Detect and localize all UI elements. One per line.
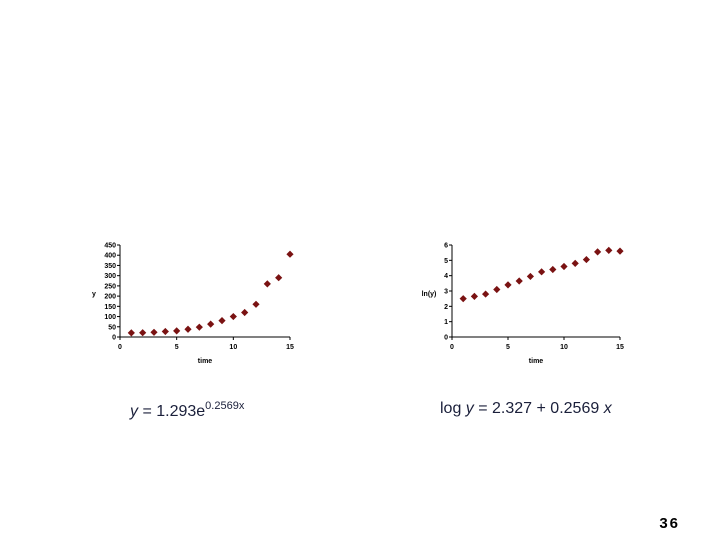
y-tick-label: 200 bbox=[104, 294, 116, 301]
data-point bbox=[571, 259, 579, 267]
y-tick-label: 50 bbox=[108, 324, 116, 331]
y-tick-label: 250 bbox=[104, 283, 116, 290]
data-point bbox=[459, 295, 467, 303]
x-tick-label: 0 bbox=[450, 344, 454, 351]
y-tick-label: 6 bbox=[444, 243, 448, 250]
y-tick-label: 100 bbox=[104, 314, 116, 321]
y-tick-label: 150 bbox=[104, 304, 116, 311]
data-point bbox=[515, 277, 523, 285]
data-point bbox=[493, 285, 501, 294]
data-point bbox=[482, 290, 490, 298]
exponential-chart-svg: 0 50 100 150 200 250 300 350 400 450 0 5 10 15 time y bbox=[92, 243, 294, 366]
y-tick-label: 350 bbox=[104, 263, 116, 270]
data-point bbox=[605, 246, 613, 254]
x-axis-label: time bbox=[529, 358, 544, 365]
x-tick-label: 0 bbox=[118, 344, 122, 351]
y-axis-label: ln(y) bbox=[422, 291, 437, 298]
y-tick-label: 3 bbox=[444, 289, 448, 296]
equation-body: = 1.293e bbox=[138, 403, 206, 420]
y-tick-label: 400 bbox=[104, 253, 116, 260]
log-equation-x-var: x bbox=[603, 400, 612, 417]
data-point bbox=[207, 320, 215, 328]
x-tick-label: 5 bbox=[506, 344, 510, 351]
x-tick-label: 10 bbox=[560, 344, 568, 351]
y-tick-label: 300 bbox=[104, 273, 116, 280]
y-tick-label: 450 bbox=[104, 243, 116, 250]
data-point bbox=[173, 327, 181, 335]
data-point bbox=[263, 280, 271, 288]
y-axis-label: y bbox=[92, 291, 96, 298]
y-tick-label: 0 bbox=[112, 335, 116, 342]
data-point bbox=[504, 281, 512, 289]
data-point bbox=[582, 255, 590, 264]
equation-y-var: y bbox=[130, 403, 138, 420]
data-point bbox=[286, 250, 294, 258]
data-point bbox=[184, 325, 192, 333]
data-point bbox=[252, 300, 260, 308]
x-tick-label: 10 bbox=[229, 344, 237, 351]
data-point bbox=[127, 329, 135, 337]
data-point bbox=[229, 312, 237, 321]
y-tick-label: 4 bbox=[444, 273, 448, 280]
data-point bbox=[594, 248, 602, 256]
log-scatter-chart: 0 1 2 3 4 5 6 0 5 10 15 time ln(y) bbox=[415, 238, 640, 373]
y-tick-label: 1 bbox=[444, 319, 448, 326]
data-point bbox=[139, 329, 147, 337]
data-point bbox=[526, 272, 534, 281]
data-point bbox=[538, 268, 546, 276]
y-tick-label: 5 bbox=[444, 258, 448, 265]
data-point bbox=[161, 327, 169, 336]
page-number: 36 bbox=[659, 515, 680, 532]
data-point bbox=[275, 274, 283, 282]
y-tick-label: 2 bbox=[444, 304, 448, 311]
data-point bbox=[616, 247, 624, 255]
data-point bbox=[470, 292, 478, 300]
x-tick-label: 15 bbox=[616, 344, 624, 351]
log-equation-body: = 2.327 + 0.2569 bbox=[473, 400, 604, 417]
log-chart-svg: 0 1 2 3 4 5 6 0 5 10 15 time ln(y) bbox=[422, 243, 624, 366]
x-axis-label: time bbox=[198, 358, 213, 365]
exponential-scatter-chart: 0 50 100 150 200 250 300 350 400 450 0 5 10 15 time y bbox=[85, 238, 310, 373]
data-point bbox=[241, 308, 249, 317]
log-equation: log y = 2.327 + 0.2569 x bbox=[440, 400, 612, 418]
data-point bbox=[150, 328, 158, 336]
exponential-equation: y = 1.293e0.2569x bbox=[130, 400, 244, 421]
data-point bbox=[549, 265, 557, 274]
data-point bbox=[560, 262, 568, 271]
y-tick-label: 0 bbox=[444, 335, 448, 342]
data-point bbox=[218, 317, 226, 325]
equation-exponent: 0.2569x bbox=[205, 400, 245, 412]
log-equation-y-var: y bbox=[465, 400, 474, 417]
data-point bbox=[195, 323, 203, 331]
x-tick-label: 5 bbox=[175, 344, 179, 351]
x-tick-label: 15 bbox=[286, 344, 294, 351]
log-equation-log: log bbox=[440, 400, 466, 417]
